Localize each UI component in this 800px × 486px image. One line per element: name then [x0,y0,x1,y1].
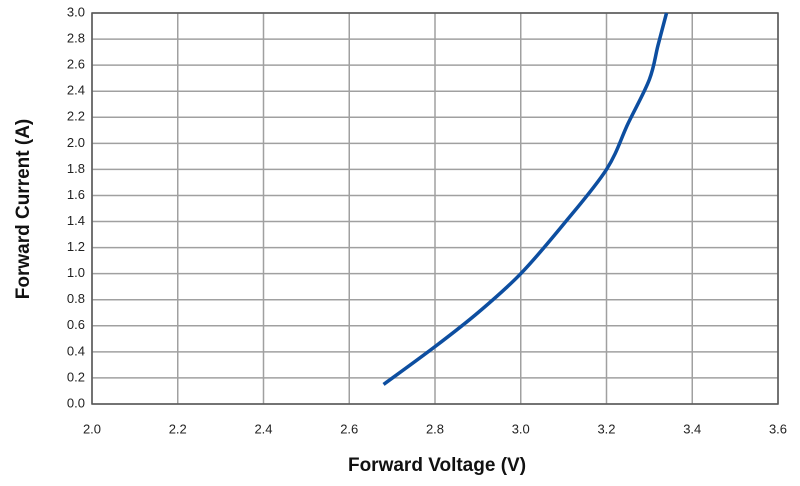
y-tick-label: 0.8 [67,291,85,306]
y-tick-label: 1.2 [67,239,85,254]
y-tick-label: 0.4 [67,343,85,358]
x-tick-label: 2.8 [426,421,444,436]
y-tick-label: 2.0 [67,135,85,150]
x-tick-label: 2.4 [254,421,272,436]
y-tick-label: 3.0 [67,4,85,19]
y-tick-label: 1.8 [67,161,85,176]
y-tick-label: 0.2 [67,369,85,384]
y-axis-title: Forward Current (A) [13,119,34,300]
x-tick-label: 3.2 [597,421,615,436]
x-tick-label: 2.2 [169,421,187,436]
y-tick-label: 1.6 [67,187,85,202]
y-tick-label: 2.8 [67,31,85,46]
y-tick-label: 1.0 [67,265,85,280]
y-tick-label: 2.4 [67,83,85,98]
y-tick-label: 2.2 [67,109,85,124]
x-tick-label: 3.0 [512,421,530,436]
y-tick-label: 1.4 [67,213,85,228]
x-tick-label: 3.6 [769,421,787,436]
plot-frame [91,12,779,405]
x-axis-title: Forward Voltage (V) [348,455,526,476]
x-tick-label: 2.0 [83,421,101,436]
y-tick-label: 0.0 [67,395,85,410]
x-tick-label: 2.6 [340,421,358,436]
y-tick-label: 2.6 [67,57,85,72]
x-tick-label: 3.4 [683,421,701,436]
data-line [382,12,669,386]
y-tick-label: 0.6 [67,317,85,332]
